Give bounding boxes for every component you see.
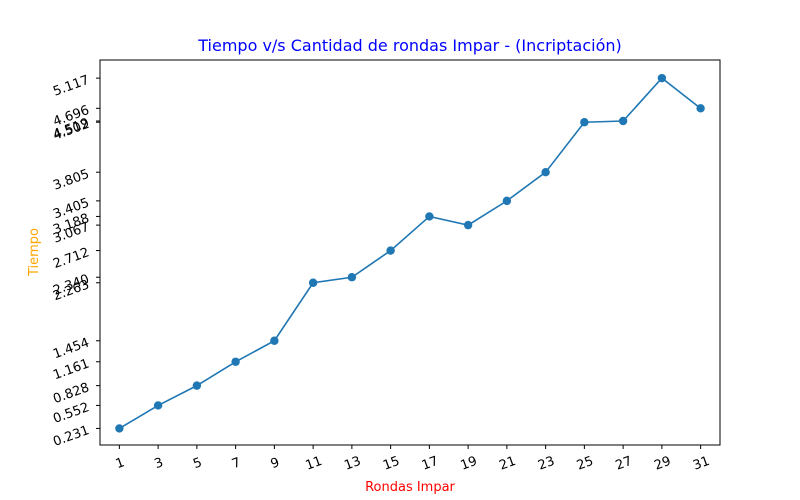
y-tick-label: 0.231 xyxy=(51,423,91,450)
data-point xyxy=(231,357,240,366)
x-tick-label: 9 xyxy=(269,455,282,472)
x-tick-label: 7 xyxy=(230,455,243,472)
x-tick-label: 25 xyxy=(575,454,596,474)
x-tick-label: 17 xyxy=(420,454,441,474)
x-tick-label: 31 xyxy=(691,454,712,474)
x-axis-label: Rondas Impar xyxy=(365,480,455,495)
axes-frame xyxy=(99,59,721,446)
y-tick-label: 3.805 xyxy=(51,167,91,194)
data-point xyxy=(153,401,163,410)
data-point xyxy=(580,118,589,127)
data-point xyxy=(618,116,628,126)
y-tick-label: 2.712 xyxy=(51,245,91,272)
data-point xyxy=(347,273,357,282)
x-tick-label: 19 xyxy=(459,454,480,474)
data-point xyxy=(192,381,202,390)
y-axis-label: Tiempo xyxy=(27,228,42,277)
data-point xyxy=(696,104,705,113)
y-tick-label: 5.117 xyxy=(51,73,91,100)
x-tick-label: 29 xyxy=(652,454,673,474)
x-tick-label: 23 xyxy=(536,454,557,474)
x-tick-label: 1 xyxy=(114,455,127,472)
data-point xyxy=(115,424,124,433)
data-point xyxy=(425,212,434,221)
data-point xyxy=(463,220,473,230)
x-tick-label: 3 xyxy=(152,455,165,472)
x-tick-label: 11 xyxy=(304,454,325,474)
x-tick-label: 21 xyxy=(497,454,518,474)
series-line xyxy=(118,77,702,430)
data-point xyxy=(502,196,512,206)
data-point xyxy=(541,168,550,177)
data-point xyxy=(270,336,279,345)
data-point xyxy=(657,73,667,83)
data-point xyxy=(308,278,318,287)
x-tick-label: 15 xyxy=(381,454,402,474)
plot-area: 1 3 5 7 9 11 13 15 17 19 21 23 25 27 29 310.2310.5520.8… xyxy=(51,59,721,474)
x-tick-label: 13 xyxy=(342,454,363,474)
x-tick-label: 27 xyxy=(614,454,635,474)
data-point xyxy=(386,246,395,255)
chart-title: Tiempo v/s Cantidad de rondas Impar - (I… xyxy=(197,36,622,55)
x-tick-label: 5 xyxy=(191,455,204,472)
